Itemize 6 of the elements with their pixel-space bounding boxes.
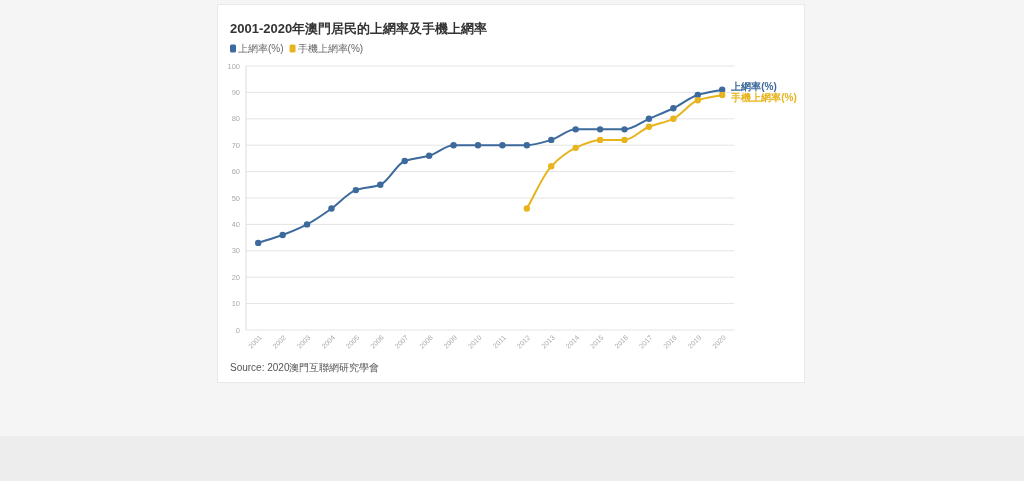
title: 2001-2020年澳門居民的上網率及手機上網率 (230, 21, 488, 36)
legend-label: 上網率(%) (238, 43, 284, 54)
series-label: 手機上網率(%) (731, 92, 797, 104)
annotation: Source: 2020澳門互聯網研究學會 (230, 362, 380, 373)
series-label: 上網率(%) (731, 81, 777, 93)
legend-label: 手機上網率(%) (297, 43, 364, 54)
